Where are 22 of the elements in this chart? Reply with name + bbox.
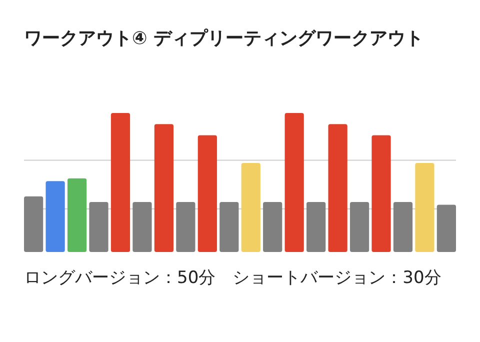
bar <box>241 163 260 252</box>
bar <box>393 202 413 252</box>
bar <box>415 163 434 252</box>
bar <box>372 135 391 252</box>
bar <box>436 204 456 252</box>
text: ロングバージョン：50分 ショートバージョン：30分 <box>24 268 442 288</box>
bar <box>263 202 282 252</box>
bar <box>154 124 174 252</box>
bar <box>306 202 326 252</box>
bar <box>46 181 65 252</box>
bar <box>89 202 108 252</box>
bar <box>110 113 130 252</box>
bar <box>220 202 239 252</box>
bar <box>198 135 217 252</box>
bar <box>132 202 152 252</box>
bar <box>328 124 348 252</box>
chart-title: ワークアウト④ ディプリーティングワークアウト <box>24 28 424 49</box>
bar <box>67 178 87 252</box>
bar <box>350 202 370 252</box>
bar <box>24 196 44 252</box>
bar <box>176 202 196 252</box>
bar <box>284 113 304 252</box>
